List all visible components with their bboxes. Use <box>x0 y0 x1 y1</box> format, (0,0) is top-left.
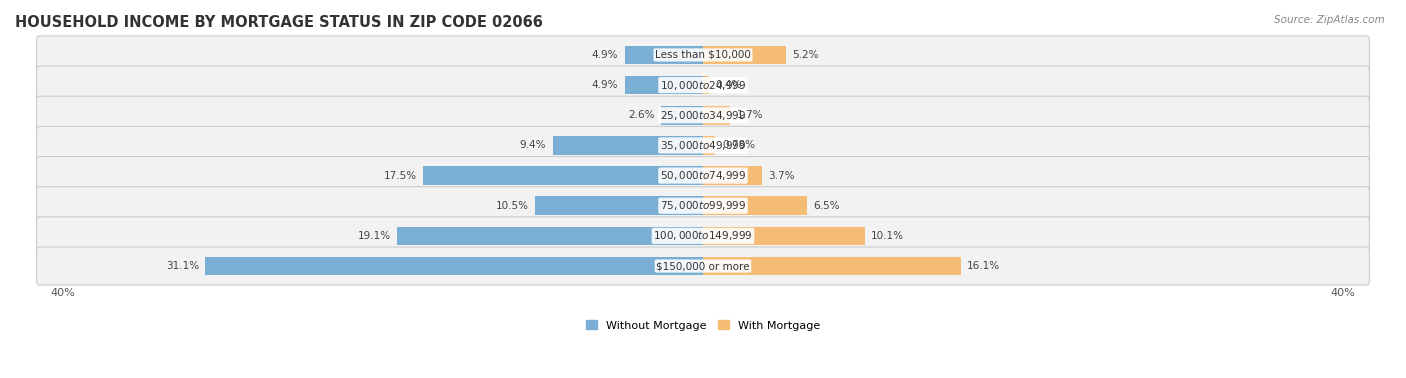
Text: $25,000 to $34,999: $25,000 to $34,999 <box>659 109 747 122</box>
Bar <box>205 257 703 275</box>
Text: 2.6%: 2.6% <box>628 110 655 120</box>
FancyBboxPatch shape <box>37 96 1369 134</box>
Text: HOUSEHOLD INCOME BY MORTGAGE STATUS IN ZIP CODE 02066: HOUSEHOLD INCOME BY MORTGAGE STATUS IN Z… <box>15 15 543 30</box>
Text: 17.5%: 17.5% <box>384 170 416 181</box>
Text: 31.1%: 31.1% <box>166 261 200 271</box>
Text: Less than $10,000: Less than $10,000 <box>655 50 751 60</box>
Text: 4.9%: 4.9% <box>592 50 619 60</box>
Bar <box>423 166 703 185</box>
Bar <box>703 196 807 215</box>
Bar <box>703 166 762 185</box>
Bar <box>703 106 730 125</box>
Text: $75,000 to $99,999: $75,000 to $99,999 <box>659 199 747 212</box>
Text: Source: ZipAtlas.com: Source: ZipAtlas.com <box>1274 15 1385 25</box>
Text: 1.7%: 1.7% <box>737 110 763 120</box>
Text: 16.1%: 16.1% <box>967 261 1000 271</box>
Bar <box>703 257 960 275</box>
Text: $100,000 to $149,999: $100,000 to $149,999 <box>654 229 752 242</box>
Bar <box>624 46 703 64</box>
Text: 0.78%: 0.78% <box>721 140 755 150</box>
Bar <box>624 76 703 94</box>
Bar <box>703 136 716 155</box>
FancyBboxPatch shape <box>37 217 1369 255</box>
Bar <box>398 226 703 245</box>
Text: 0.4%: 0.4% <box>716 80 742 90</box>
Bar <box>661 106 703 125</box>
FancyBboxPatch shape <box>37 126 1369 164</box>
Text: 9.4%: 9.4% <box>520 140 546 150</box>
FancyBboxPatch shape <box>37 66 1369 104</box>
Bar <box>703 46 786 64</box>
Bar <box>703 226 865 245</box>
Bar <box>553 136 703 155</box>
Text: $35,000 to $49,999: $35,000 to $49,999 <box>659 139 747 152</box>
Text: $150,000 or more: $150,000 or more <box>657 261 749 271</box>
Text: 10.5%: 10.5% <box>495 201 529 211</box>
FancyBboxPatch shape <box>37 156 1369 195</box>
Text: 10.1%: 10.1% <box>870 231 904 241</box>
Text: 19.1%: 19.1% <box>359 231 391 241</box>
Bar <box>703 76 710 94</box>
Text: 6.5%: 6.5% <box>814 201 839 211</box>
FancyBboxPatch shape <box>37 36 1369 74</box>
Text: 4.9%: 4.9% <box>592 80 619 90</box>
Text: $50,000 to $74,999: $50,000 to $74,999 <box>659 169 747 182</box>
Text: 5.2%: 5.2% <box>793 50 820 60</box>
FancyBboxPatch shape <box>37 247 1369 285</box>
Text: 3.7%: 3.7% <box>769 170 796 181</box>
Text: $10,000 to $24,999: $10,000 to $24,999 <box>659 79 747 91</box>
Legend: Without Mortgage, With Mortgage: Without Mortgage, With Mortgage <box>582 316 824 335</box>
Bar <box>536 196 703 215</box>
FancyBboxPatch shape <box>37 187 1369 225</box>
